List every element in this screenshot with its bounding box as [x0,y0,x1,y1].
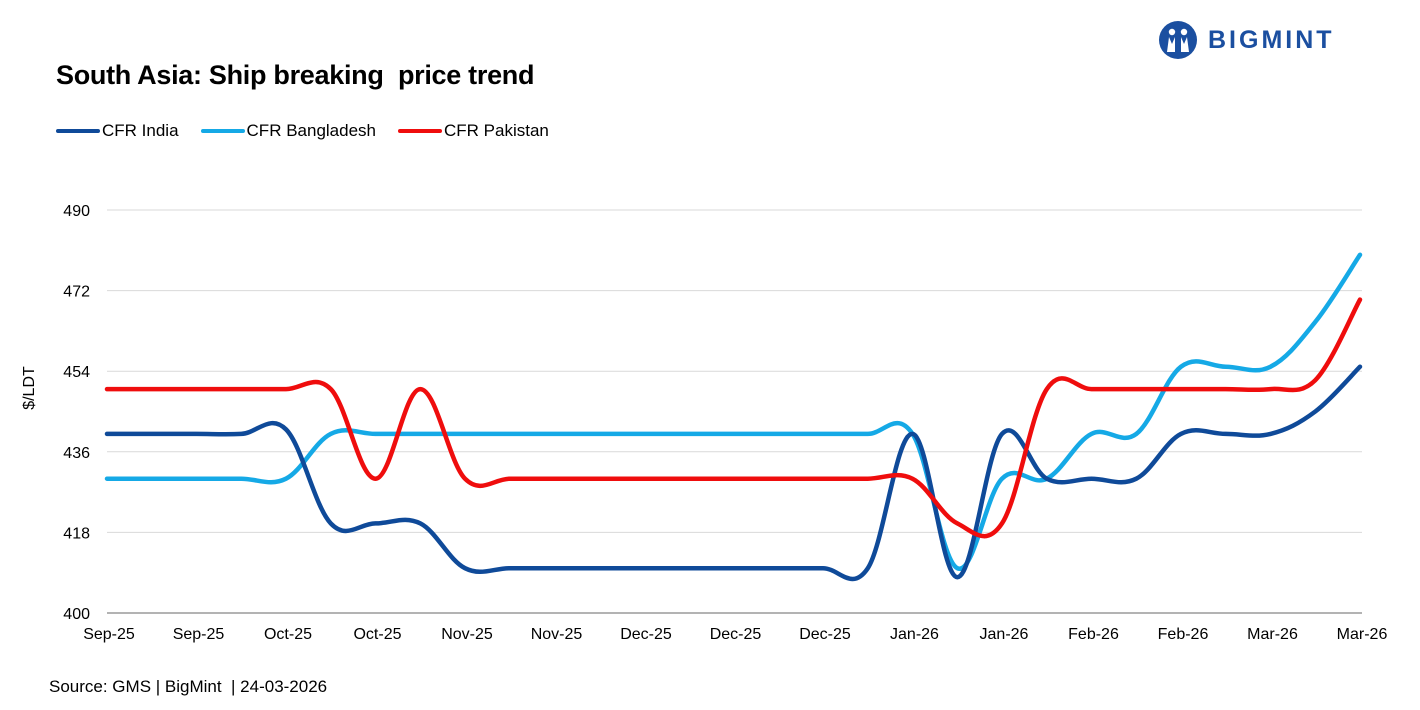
source-note: Source: GMS | BigMint | 24-03-2026 [49,677,328,696]
legend-label-pakistan: CFR Pakistan [444,121,549,140]
x-tick-label: Mar-26 [1337,626,1388,643]
y-axis-label: $/LDT [21,366,38,410]
legend-label-bangladesh: CFR Bangladesh [246,121,376,140]
x-tick-label: Mar-26 [1247,626,1298,643]
y-axis-ticks: 400 418 436 454 472 490 [63,203,90,623]
legend-swatch-india [56,129,100,133]
brand-name: BIGMINT [1208,25,1335,54]
x-tick-label: Feb-26 [1158,626,1209,643]
y-tick-label: 436 [63,445,90,462]
y-tick-label: 418 [63,525,90,542]
x-tick-label: Oct-25 [353,626,401,643]
legend-swatch-pakistan [398,129,442,133]
legend-item-bangladesh: CFR Bangladesh [200,121,376,141]
legend-item-india: CFR India [56,121,179,141]
series-line-cfr-pakistan [104,297,1363,539]
legend-swatch-bangladesh [200,129,245,133]
x-axis-ticks: Sep-25 Sep-25 Oct-25 Oct-25 Nov-25 Nov-25 Dec-… [83,626,1387,643]
x-tick-label: Feb-26 [1068,626,1119,643]
y-tick-label: 490 [63,203,90,220]
y-tick-label: 454 [63,364,90,381]
series-line-cfr-bangladesh [104,252,1363,571]
x-tick-label: Sep-25 [83,626,135,643]
bigmint-emblem-icon [1159,21,1197,59]
x-tick-label: Sep-25 [173,626,225,643]
x-tick-label: Oct-25 [264,626,312,643]
x-tick-label: Jan-26 [980,626,1029,643]
series-line-cfr-india [104,364,1363,582]
chart-legend: CFR India CFR Bangladesh CFR Pakistan [56,121,571,141]
y-tick-label: 400 [63,606,90,623]
brand-logo: BIGMINT [1158,20,1335,60]
y-tick-label: 472 [63,284,90,301]
series-lines [104,252,1363,582]
x-tick-label: Dec-25 [620,626,672,643]
legend-item-pakistan: CFR Pakistan [398,121,549,141]
x-tick-label: Dec-25 [799,626,851,643]
gridlines [107,209,1362,614]
x-tick-label: Jan-26 [890,626,939,643]
x-tick-label: Nov-25 [531,626,583,643]
x-tick-label: Dec-25 [710,626,762,643]
x-tick-label: Nov-25 [441,626,493,643]
legend-label-india: CFR India [102,121,179,140]
chart-title: South Asia: Ship breaking price trend [56,60,535,90]
